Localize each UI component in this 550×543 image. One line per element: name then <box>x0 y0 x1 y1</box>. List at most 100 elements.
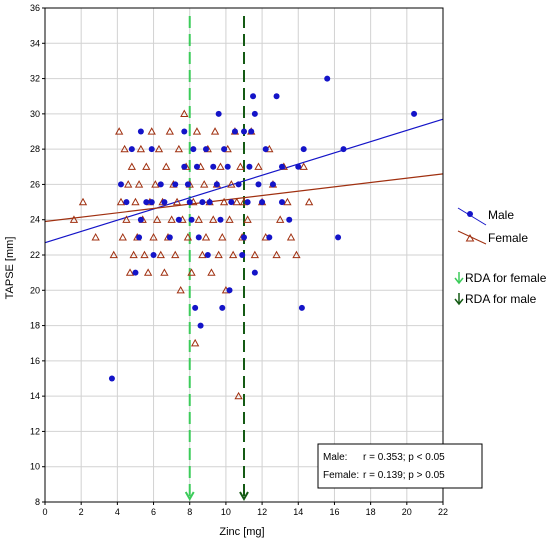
stats-male-value: r = 0.353; p < 0.05 <box>363 452 445 463</box>
female-point <box>276 215 285 223</box>
male-point <box>181 163 188 170</box>
female-point <box>214 250 223 259</box>
female-point <box>147 127 156 135</box>
male-point <box>193 163 200 170</box>
female-point <box>162 162 171 170</box>
male-point <box>108 375 115 382</box>
regression-line-male <box>44 118 444 244</box>
female-point <box>194 215 203 223</box>
male-point <box>203 146 210 153</box>
y-tick-label: 36 <box>30 3 40 13</box>
x-tick-label: 16 <box>329 507 339 517</box>
male-point <box>188 216 195 223</box>
male-point <box>172 181 179 188</box>
x-tick-label: 4 <box>115 507 120 517</box>
female-point <box>136 144 146 153</box>
male-point <box>221 146 228 153</box>
female-point <box>171 250 180 259</box>
male-point <box>231 128 238 135</box>
x-tick-label: 8 <box>187 507 192 517</box>
male-point <box>161 199 168 206</box>
female-point <box>153 215 162 223</box>
male-point <box>248 128 255 135</box>
legend-female-marker <box>465 234 475 242</box>
male-point <box>340 146 347 153</box>
male-point <box>335 234 342 241</box>
male-point <box>210 163 217 170</box>
regression-line-female <box>44 173 444 223</box>
arrow-down-icon <box>454 272 464 285</box>
female-point <box>228 250 238 259</box>
male-point <box>137 216 144 223</box>
arrow-down-icon <box>184 491 195 502</box>
male-point <box>286 216 293 223</box>
y-tick-label: 24 <box>30 215 40 225</box>
female-point <box>116 197 126 206</box>
arrow-down-icon <box>454 293 464 306</box>
female-point <box>192 127 202 135</box>
female-point <box>250 250 260 259</box>
male-point <box>246 163 253 170</box>
legend-entry-female: Female <box>457 230 528 245</box>
y-tick-label: 10 <box>30 462 40 472</box>
legend-male-line <box>457 207 487 226</box>
y-tick-label: 30 <box>30 109 40 119</box>
female-point <box>283 197 292 206</box>
legend-entry-rda-female: RDA for female <box>454 271 547 285</box>
legend-entry-male: Male <box>457 207 514 226</box>
male-point <box>324 75 331 82</box>
male-point <box>278 199 285 206</box>
male-point <box>150 252 157 258</box>
male-point <box>269 181 276 188</box>
female-point <box>216 162 225 170</box>
male-point <box>132 269 139 276</box>
female-point <box>172 197 182 206</box>
x-tick-label: 12 <box>257 507 267 517</box>
female-point <box>207 268 216 276</box>
male-point <box>266 234 273 241</box>
male-point <box>215 110 222 117</box>
female-point <box>142 162 151 170</box>
female-point <box>232 197 241 206</box>
female-point <box>109 250 118 259</box>
y-tick-label: 34 <box>30 38 40 48</box>
female-point <box>151 180 160 188</box>
male-point <box>195 234 202 241</box>
female-point <box>69 215 79 223</box>
x-tick-label: 2 <box>79 507 84 517</box>
x-tick-label: 20 <box>402 507 412 517</box>
stats-female-label: Female: <box>323 470 359 481</box>
x-tick-label: 6 <box>151 507 156 517</box>
male-point <box>298 304 305 311</box>
x-tick-label: 18 <box>366 507 376 517</box>
female-point <box>174 144 184 153</box>
y-tick-label: 14 <box>30 391 40 401</box>
female-point <box>304 197 314 206</box>
female-point <box>191 338 200 347</box>
x-axis-ticks: 0 2 4 6 8 10 12 14 16 18 20 22 <box>42 502 448 517</box>
y-tick-label: 16 <box>30 356 40 366</box>
female-point <box>167 215 176 223</box>
female-point <box>292 250 301 259</box>
male-point <box>192 304 199 311</box>
female-point <box>140 250 149 259</box>
female-point <box>156 250 165 259</box>
female-point <box>210 127 220 135</box>
y-axis-ticks: 8 10 12 14 16 18 20 22 24 26 28 30 32 34 36 <box>30 3 45 507</box>
y-tick-label: 20 <box>30 285 40 295</box>
male-point <box>250 93 257 100</box>
male-point <box>137 128 144 135</box>
female-point <box>118 233 127 241</box>
male-point <box>123 199 130 206</box>
y-tick-label: 12 <box>30 426 40 436</box>
male-point <box>190 146 197 153</box>
data-points <box>69 75 418 400</box>
male-point <box>204 252 211 258</box>
male-point <box>241 234 247 241</box>
female-point <box>187 268 196 276</box>
male-point <box>128 146 135 153</box>
male-point <box>251 110 258 117</box>
female-point <box>225 215 234 223</box>
y-tick-label: 18 <box>30 321 40 331</box>
legend: Male Female RDA for female RDA for male <box>454 207 547 306</box>
